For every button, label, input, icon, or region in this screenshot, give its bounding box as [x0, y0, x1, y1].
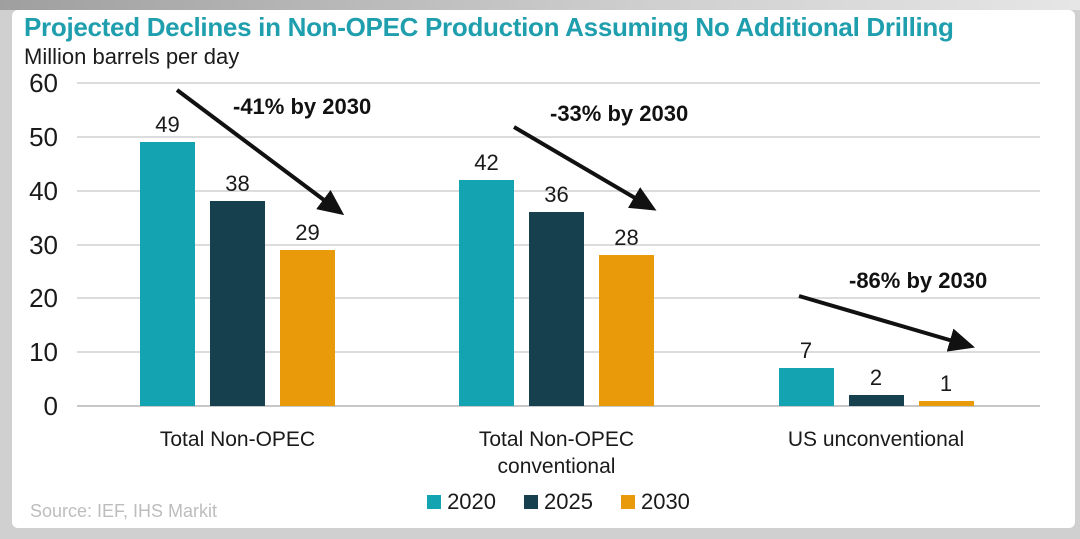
- gridline-y40: [77, 189, 1040, 192]
- y-tick-label-30: 30: [29, 229, 58, 260]
- gridline-y50: [77, 135, 1040, 138]
- bar-value-2030-total-non-opec-conventional: 28: [614, 225, 639, 251]
- annotation-arrow-0: [175, 88, 345, 216]
- chart-subtitle: Million barrels per day: [24, 44, 240, 69]
- chart-legend: 2020 2025 2030: [77, 489, 1040, 515]
- legend-swatch-2025: [524, 495, 539, 509]
- bar-value-2030-total-non-opec: 29: [295, 219, 320, 245]
- x-axis-label-1-line1: conventional: [497, 455, 616, 478]
- annotation-text-1: -33% by 2030: [550, 101, 689, 126]
- y-tick-label-10: 10: [29, 337, 58, 368]
- y-tick-label-40: 40: [29, 175, 58, 206]
- x-axis-label-0-line0: Total Non-OPEC: [159, 428, 316, 451]
- legend-label-2020: 2020: [447, 489, 497, 514]
- bar-value-2020-total-non-opec-conventional: 42: [474, 149, 499, 175]
- annotation-arrow-1: [512, 125, 657, 211]
- bar-value-2020-total-non-opec: 49: [155, 112, 180, 138]
- source-attribution: Source: IEF, IHS Markit: [30, 501, 218, 521]
- bar-2020-us-unconventional: [778, 368, 834, 406]
- annotation-text-0: -41% by 2030: [233, 94, 372, 119]
- y-tick-label-60: 60: [29, 68, 58, 98]
- chart-title: Projected Declines in Non-OPEC Productio…: [24, 12, 954, 42]
- window-top-border: [0, 0, 1080, 10]
- bar-2030-total-non-opec-conventional: [599, 255, 654, 406]
- annotation-arrow-2: [798, 294, 975, 352]
- bar-2025-total-non-opec: [210, 201, 265, 406]
- bar-2025-us-unconventional: [848, 395, 904, 406]
- bar-value-2020-us-unconventional: 7: [799, 338, 813, 364]
- gridline-y60: [77, 82, 1040, 84]
- bar-2020-total-non-opec: [140, 142, 195, 406]
- y-tick-label-0: 0: [43, 391, 58, 421]
- annotation-text-2: -86% by 2030: [849, 268, 988, 293]
- bar-2030-us-unconventional: [918, 400, 974, 406]
- legend-item-2030: 2030: [620, 489, 690, 515]
- bar-2020-total-non-opec-conventional: [459, 179, 514, 406]
- legend-item-2025: 2025: [524, 489, 593, 515]
- bar-2030-total-non-opec: [280, 249, 335, 406]
- x-axis-label-2-line0: US unconventional: [787, 428, 965, 451]
- bar-value-2025-us-unconventional: 2: [869, 365, 883, 391]
- x-axis-label-1-line0: Total Non-OPEC: [478, 428, 635, 451]
- bar-value-2025-total-non-opec: 38: [225, 171, 250, 197]
- legend-swatch-2020: [427, 495, 442, 509]
- y-tick-label-50: 50: [29, 121, 58, 152]
- legend-label-2030: 2030: [640, 489, 690, 514]
- y-tick-label-20: 20: [29, 283, 58, 314]
- legend-swatch-2030: [620, 495, 635, 509]
- legend-item-2020: 2020: [427, 489, 496, 515]
- gridline-y0: [77, 405, 1040, 407]
- legend-label-2025: 2025: [544, 489, 593, 514]
- bar-value-2030-us-unconventional: 1: [939, 370, 953, 396]
- bar-value-2025-total-non-opec-conventional: 36: [544, 182, 569, 208]
- bar-2025-total-non-opec-conventional: [529, 212, 584, 406]
